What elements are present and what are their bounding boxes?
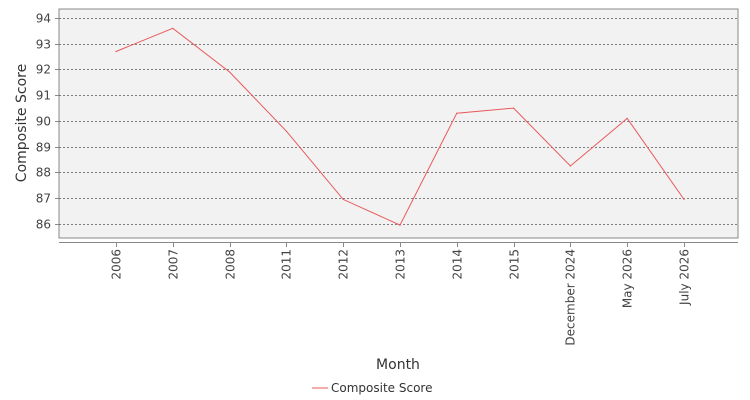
plot-area	[58, 8, 739, 239]
data-point	[229, 71, 231, 73]
x-tick-label: 2012	[337, 249, 351, 280]
series-layer	[115, 27, 685, 226]
x-tick-label: May 2026	[621, 249, 635, 308]
data-point	[115, 50, 117, 53]
data-point	[399, 224, 401, 226]
x-tick-label: 2014	[451, 249, 465, 280]
y-tick-label: 86	[36, 218, 51, 232]
legend-label: Composite Score	[331, 381, 432, 395]
y-tick-label: 89	[36, 141, 51, 155]
y-tick-label: 93	[36, 38, 51, 52]
legend: Composite Score	[312, 381, 432, 395]
y-axis-title: Composite Score	[14, 64, 30, 182]
x-tick-label: 2013	[394, 249, 408, 280]
x-axis-title: Month	[376, 357, 420, 373]
data-point	[342, 198, 344, 200]
x-tick-label: 2008	[224, 249, 238, 280]
y-tick-label: 88	[36, 166, 51, 180]
data-point	[456, 112, 458, 114]
x-tick-label: July 2026	[678, 249, 692, 306]
data-point	[626, 117, 628, 119]
y-tick-label: 90	[36, 115, 51, 129]
x-tick-label: 2006	[110, 249, 124, 280]
x-tick-label: 2007	[167, 249, 181, 280]
data-point	[513, 107, 515, 109]
plot-background	[58, 8, 739, 239]
y-tick-label: 91	[36, 89, 51, 103]
y-axis: 86 87 88 89 90 91 92 93 94	[36, 12, 59, 232]
x-axis: 2006 2007 2008 2011 2012 2013 2014 2015 December…	[59, 242, 738, 346]
x-tick-label: December 2024	[564, 249, 578, 346]
y-tick-label: 92	[36, 63, 51, 77]
data-point	[285, 130, 287, 132]
data-point	[683, 198, 685, 200]
data-point	[172, 27, 174, 29]
x-tick-label: 2011	[280, 249, 294, 280]
data-point	[569, 165, 572, 167]
y-tick-label: 87	[36, 192, 51, 206]
y-tick-label: 94	[36, 12, 51, 26]
x-tick-label: 2015	[508, 249, 522, 280]
